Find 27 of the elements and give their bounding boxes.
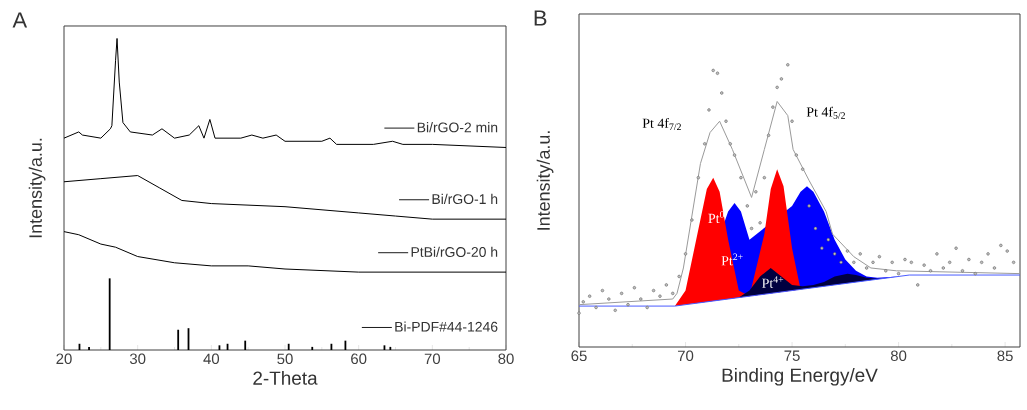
legend-label: Bi/rGO-2 min (417, 122, 498, 133)
x-axis-title: Binding Energy/eV (722, 367, 878, 386)
x-tick-label: 50 (277, 353, 293, 365)
annotation: Pt$^{2+}$ (721, 253, 743, 266)
x-axis-title: 2-Theta (253, 370, 318, 385)
y-axis-title: Intensity/a.u. (536, 131, 554, 230)
x-tick-label: 85 (997, 350, 1013, 362)
x-tick-label: 80 (890, 350, 907, 362)
x-tick-label: 60 (351, 353, 367, 365)
x-tick-label: 20 (56, 353, 72, 365)
x-tick-label: 80 (498, 353, 514, 365)
annotation: Pt 4f$_{7/2}$ (642, 118, 681, 131)
annotation: Pt$^{0}$ (708, 211, 725, 224)
legend-label: Bi/rGO-1 h (432, 193, 498, 205)
chart-title: A (12, 12, 28, 28)
x-tick-label: 65 (571, 350, 587, 362)
annotation: Pt$^{4+}$ (762, 276, 784, 288)
annotation: Pt 4f$_{5/2}$ (806, 106, 845, 119)
y-axis-title: Intensity/a.u. (28, 138, 46, 238)
x-tick-label: 30 (129, 353, 146, 365)
x-tick-label: 75 (784, 350, 800, 361)
x-tick-label: 40 (203, 353, 220, 365)
legend-label: PtBi/rGO-20 h (411, 246, 498, 257)
legend-label: Bi-PDF#44-1246 (395, 321, 498, 332)
x-tick-label: 70 (677, 350, 694, 362)
chart-title: B (534, 10, 547, 26)
x-tick-label: 70 (424, 353, 441, 365)
